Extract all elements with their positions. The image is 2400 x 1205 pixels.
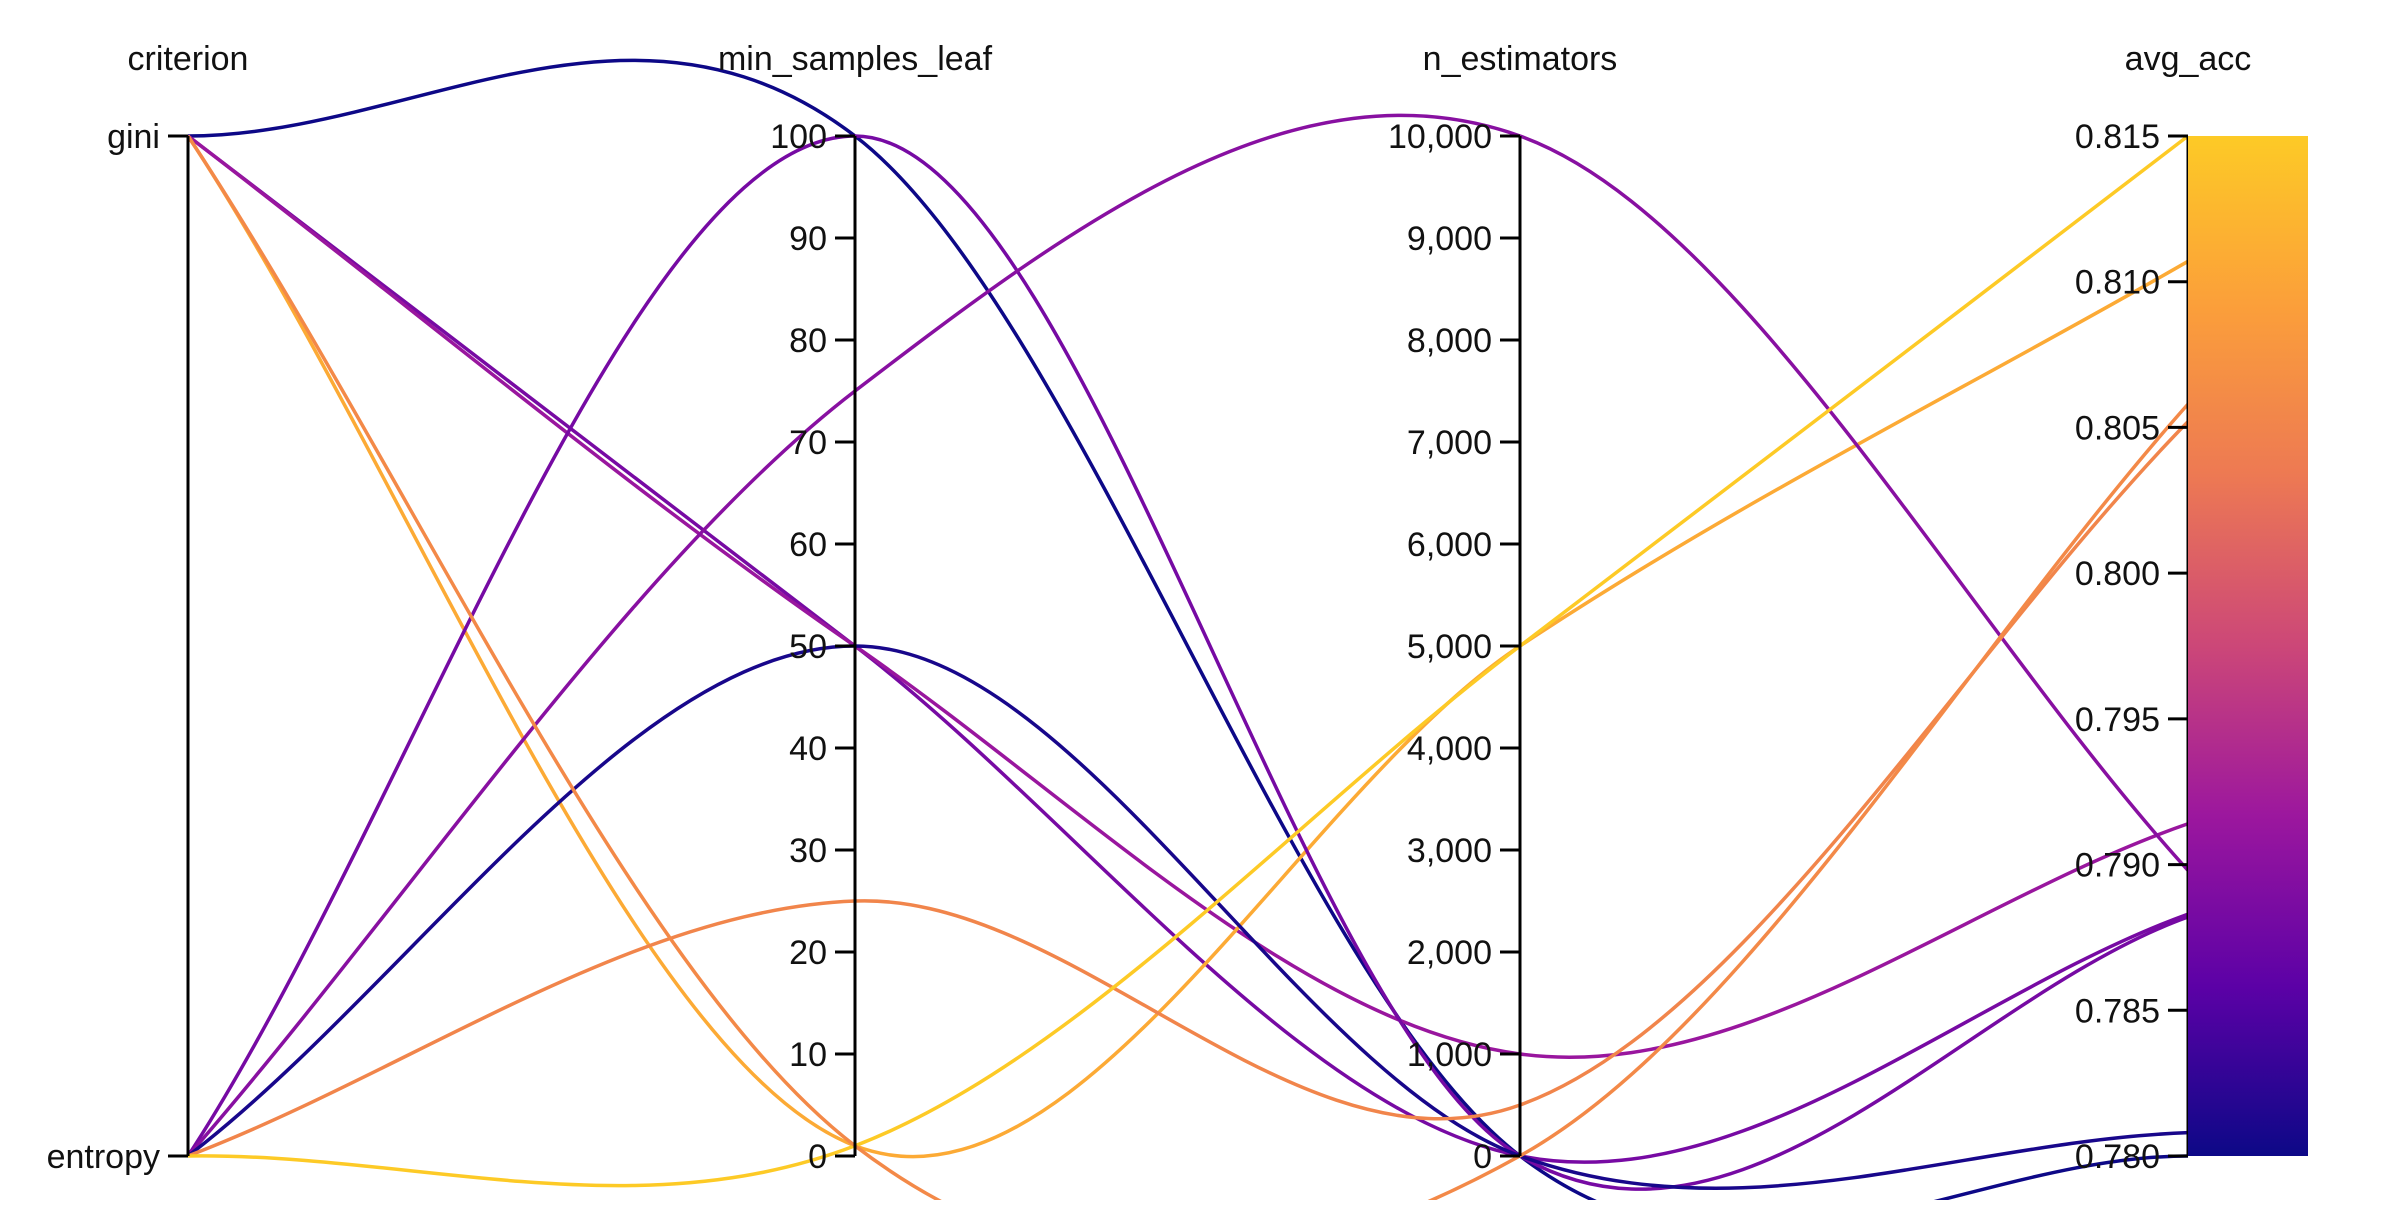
colorbar-gradient bbox=[2188, 136, 2308, 1156]
tick-label-avg_acc-1: 0.785 bbox=[2075, 992, 2160, 1030]
tick-label-n_estimators-3: 3,000 bbox=[1407, 832, 1492, 870]
tick-label-min_samples_leaf-6: 60 bbox=[789, 526, 827, 564]
tick-label-min_samples_leaf-5: 50 bbox=[789, 628, 827, 666]
tick-label-n_estimators-8: 8,000 bbox=[1407, 322, 1492, 360]
record-line-7 bbox=[186, 644, 2189, 1190]
record-line-1 bbox=[187, 58, 2189, 1205]
tick-label-min_samples_leaf-8: 80 bbox=[789, 322, 827, 360]
record-line-4 bbox=[186, 135, 2189, 1159]
tick-label-min_samples_leaf-3: 30 bbox=[789, 832, 827, 870]
tick-label-avg_acc-4: 0.800 bbox=[2075, 555, 2160, 593]
axis-title-avg_acc: avg_acc bbox=[2125, 40, 2252, 78]
axis-title-min_samples_leaf: min_samples_leaf bbox=[718, 40, 993, 78]
tick-label-avg_acc-0: 0.780 bbox=[2075, 1138, 2160, 1176]
tick-label-avg_acc-5: 0.805 bbox=[2075, 409, 2160, 447]
axis-criterion: criterion gini entropy bbox=[47, 40, 249, 1176]
tick-label-criterion-0: gini bbox=[107, 118, 160, 156]
tick-label-n_estimators-10: 10,000 bbox=[1388, 118, 1492, 156]
tick-label-min_samples_leaf-10: 100 bbox=[770, 118, 827, 156]
tick-label-min_samples_leaf-4: 40 bbox=[789, 730, 827, 768]
tick-label-min_samples_leaf-0: 0 bbox=[808, 1138, 827, 1176]
tick-label-n_estimators-9: 9,000 bbox=[1407, 220, 1492, 258]
tick-label-avg_acc-2: 0.790 bbox=[2075, 847, 2160, 885]
tick-label-n_estimators-6: 6,000 bbox=[1407, 526, 1492, 564]
tick-label-avg_acc-3: 0.795 bbox=[2075, 701, 2160, 739]
tick-label-avg_acc-7: 0.815 bbox=[2075, 118, 2160, 156]
axis-n_estimators: n_estimators 0 1,000 2,000 3,000 4,000 5,000 6,… bbox=[1388, 40, 1617, 1176]
axes-layer: criterion gini entropy min_samples_leaf 0 10 2… bbox=[47, 40, 2252, 1176]
colorbar bbox=[2188, 136, 2308, 1156]
tick-label-n_estimators-1: 1,000 bbox=[1407, 1036, 1492, 1074]
axis-min_samples_leaf: min_samples_leaf 0 10 20 30 40 50 60 70 80 90 100 bbox=[718, 40, 993, 1176]
tick-label-min_samples_leaf-9: 90 bbox=[789, 220, 827, 258]
tick-label-min_samples_leaf-2: 20 bbox=[789, 934, 827, 972]
record-line-8 bbox=[187, 420, 2190, 1158]
tick-label-n_estimators-2: 2,000 bbox=[1407, 934, 1492, 972]
record-line-6 bbox=[186, 113, 2190, 1158]
tick-label-n_estimators-5: 5,000 bbox=[1407, 628, 1492, 666]
axis-title-criterion: criterion bbox=[128, 40, 249, 78]
tick-label-n_estimators-7: 7,000 bbox=[1407, 424, 1492, 462]
record-line-5 bbox=[186, 134, 2189, 1191]
tick-label-n_estimators-0: 0 bbox=[1473, 1138, 1492, 1176]
record-line-3 bbox=[186, 134, 2189, 1059]
axis-title-n_estimators: n_estimators bbox=[1423, 40, 1618, 78]
tick-label-n_estimators-4: 4,000 bbox=[1407, 730, 1492, 768]
polylines-layer bbox=[186, 58, 2190, 1205]
tick-label-avg_acc-6: 0.810 bbox=[2075, 264, 2160, 302]
tick-label-min_samples_leaf-7: 70 bbox=[789, 424, 827, 462]
tick-label-min_samples_leaf-1: 10 bbox=[789, 1036, 827, 1074]
tick-label-criterion-1: entropy bbox=[47, 1138, 160, 1176]
record-line-9 bbox=[187, 134, 2190, 1188]
record-line-10 bbox=[186, 135, 2190, 1205]
